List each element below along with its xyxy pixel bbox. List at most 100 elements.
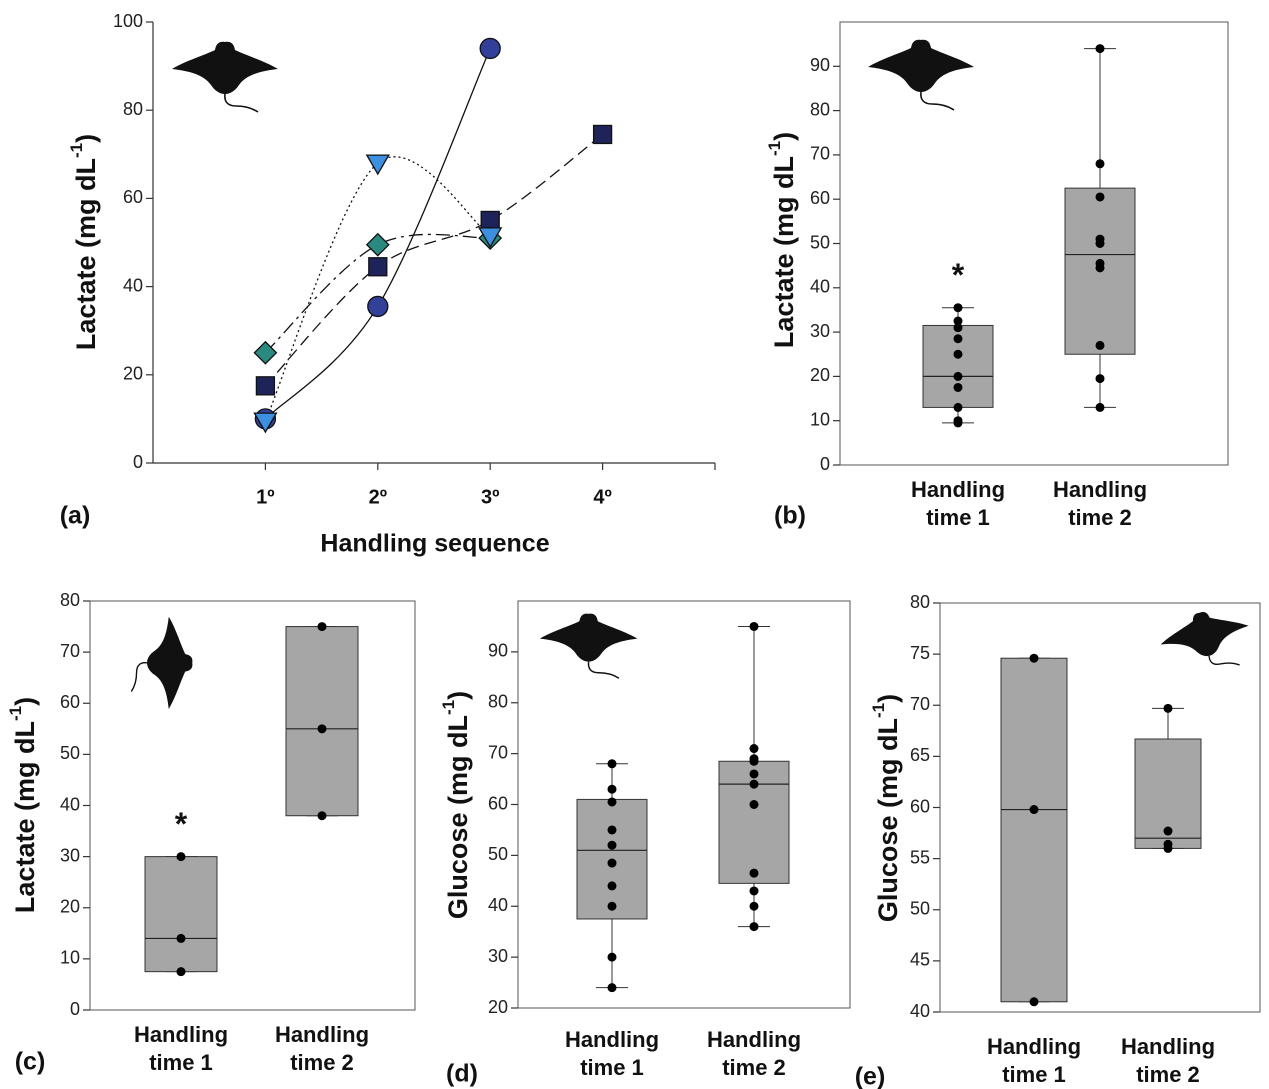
series-line	[264, 48, 491, 420]
plot-frame	[839, 21, 1229, 466]
y-tick-label: 75	[910, 643, 930, 663]
data-point	[317, 622, 327, 632]
y-tick-label: 100	[113, 11, 143, 31]
data-point	[176, 852, 186, 862]
data-point	[1095, 263, 1105, 273]
y-tick-label: 90	[488, 641, 508, 661]
data-point	[749, 901, 759, 911]
data-point	[365, 154, 390, 176]
x-tick-label: Handling time 1	[133, 1022, 229, 1075]
y-tick-label: 0	[820, 454, 830, 474]
y-tick-label: 10	[810, 409, 830, 429]
data-point	[253, 340, 278, 365]
y-tick-label: 40	[910, 1001, 930, 1021]
x-tick-label: 4º	[593, 486, 611, 508]
y-tick-label: 20	[123, 364, 143, 384]
y-tick-label: 40	[488, 895, 508, 915]
box	[144, 856, 218, 973]
y-axis-label: Lactate (mg dL-1)	[67, 134, 101, 350]
plot-frame	[939, 602, 1261, 1013]
y-tick-label: 45	[910, 950, 930, 970]
x-tick-label: Handling time 2	[1052, 477, 1148, 530]
y-tick-label: 65	[910, 745, 930, 765]
data-point	[255, 376, 276, 396]
data-point	[749, 922, 759, 932]
data-point	[607, 952, 617, 962]
manta-icon	[539, 612, 639, 679]
y-label-superscript: -1	[869, 703, 888, 718]
x-axis-label: Handling sequence	[320, 530, 549, 558]
y-tick-label: 20	[60, 897, 80, 917]
data-point	[1029, 997, 1039, 1007]
y-tick-label: 80	[488, 692, 508, 712]
y-axis-label: Glucose (mg dL-1)	[439, 691, 473, 919]
data-point	[368, 257, 388, 277]
data-point	[607, 797, 617, 807]
data-point	[953, 402, 963, 412]
y-tick-label: 40	[123, 275, 143, 295]
x-tick-label: 2º	[369, 486, 387, 508]
y-tick-label: 40	[810, 277, 830, 297]
panel-label: (a)	[60, 502, 91, 530]
y-tick-label: 0	[133, 452, 143, 472]
y-tick-label: 80	[810, 99, 830, 119]
data-point	[1095, 44, 1105, 54]
y-tick-label: 60	[60, 692, 80, 712]
y-tick-label: 10	[60, 948, 80, 968]
data-point	[607, 901, 617, 911]
data-point	[1095, 402, 1105, 412]
data-point	[953, 418, 963, 428]
data-point	[317, 811, 327, 821]
data-point	[749, 800, 759, 809]
x-tick-label: Handling time 1	[910, 477, 1006, 530]
y-label-text: Lactate (mg dL	[769, 156, 799, 348]
data-point	[607, 759, 617, 769]
y-label-superscript: -1	[439, 700, 458, 715]
data-point	[953, 371, 963, 381]
data-point	[1163, 703, 1173, 713]
data-point	[1095, 239, 1105, 248]
y-tick-label: 70	[910, 694, 930, 714]
data-point	[1095, 192, 1105, 202]
data-point	[253, 412, 278, 434]
manta-icon	[171, 41, 279, 113]
data-point	[365, 232, 390, 257]
y-tick-label: 70	[488, 742, 508, 762]
data-point	[367, 295, 389, 318]
box	[1000, 657, 1068, 1003]
data-point	[749, 621, 759, 631]
manta-icon	[130, 616, 194, 710]
x-tick-label: Handling time 2	[706, 1027, 802, 1080]
panel-label: (d)	[446, 1060, 478, 1088]
y-tick-label: 50	[810, 232, 830, 252]
y-label-text: Glucose (mg dL	[873, 718, 903, 922]
y-tick-label: 80	[123, 99, 143, 119]
data-point	[1095, 159, 1105, 169]
plot-frame	[89, 600, 416, 1011]
y-tick-label: 90	[810, 55, 830, 75]
data-point	[1163, 843, 1173, 853]
data-point	[607, 858, 617, 868]
data-point	[749, 769, 759, 779]
data-point	[749, 868, 759, 878]
data-point	[176, 967, 186, 977]
y-label-end: )	[71, 134, 101, 143]
data-point	[478, 227, 503, 249]
data-point	[607, 840, 617, 850]
y-tick-label: 80	[60, 590, 80, 610]
manta-icon	[867, 39, 975, 111]
y-tick-label: 70	[810, 144, 830, 164]
manta-icon	[1155, 602, 1257, 681]
panel-label: (b)	[774, 502, 806, 530]
data-point	[749, 779, 759, 789]
data-point	[317, 724, 327, 734]
x-tick-label: Handling time 2	[274, 1022, 370, 1075]
panel-label: (c)	[15, 1048, 46, 1076]
data-point	[749, 756, 759, 766]
data-point	[749, 744, 759, 754]
significance-mark: *	[175, 806, 188, 842]
y-tick-label: 30	[810, 321, 830, 341]
y-tick-label: 50	[488, 844, 508, 864]
